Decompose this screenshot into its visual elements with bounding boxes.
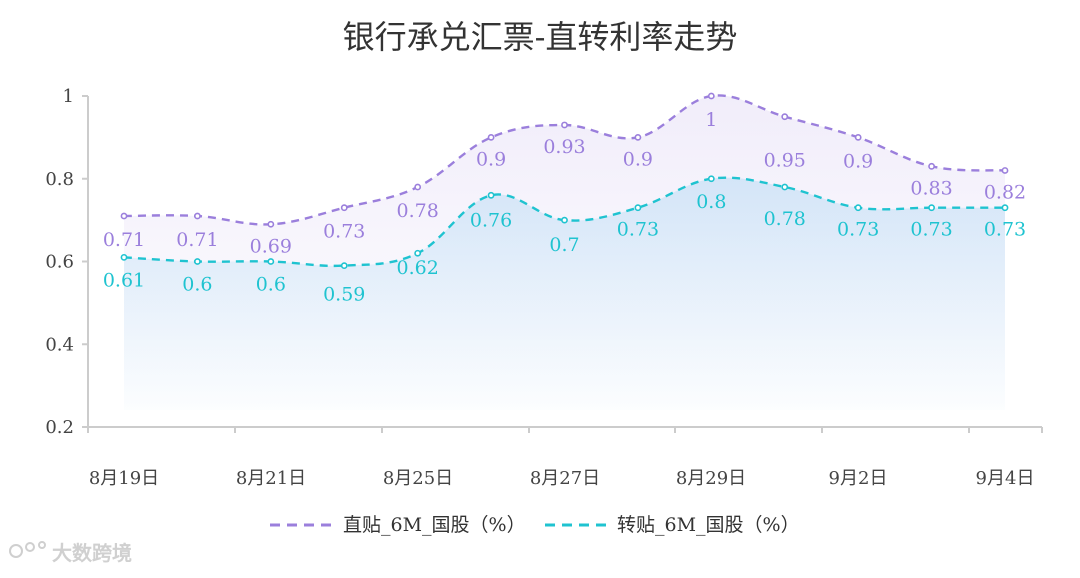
- data-label: 0.69: [250, 235, 292, 257]
- data-point: [267, 220, 275, 228]
- data-point: [781, 183, 789, 191]
- y-tick-label: 1: [63, 86, 74, 107]
- data-point: [414, 249, 422, 257]
- series-area-2: [124, 177, 1005, 410]
- x-tick-label: 8月29日: [676, 468, 746, 489]
- data-label: 0.9: [476, 148, 506, 170]
- watermark-logo-icon: [9, 541, 46, 558]
- data-point: [340, 262, 348, 270]
- y-tick-label: 0.6: [45, 252, 74, 273]
- data-label: 0.59: [323, 284, 365, 306]
- data-point: [487, 133, 495, 141]
- data-label: 0.76: [470, 209, 512, 231]
- data-point: [854, 204, 862, 212]
- data-label: 0.73: [617, 219, 659, 241]
- x-tick-label: 9月4日: [976, 468, 1035, 489]
- data-point: [781, 113, 789, 121]
- data-point: [707, 175, 715, 183]
- data-label: 0.8: [696, 191, 726, 213]
- data-label: 0.62: [397, 257, 439, 279]
- data-label: 0.73: [984, 219, 1026, 241]
- data-point: [487, 191, 495, 199]
- data-point: [120, 212, 128, 220]
- data-label: 0.6: [182, 274, 212, 296]
- data-point: [1001, 204, 1009, 212]
- x-tick-label: 8月19日: [89, 468, 159, 489]
- data-label: 0.9: [623, 148, 653, 170]
- data-point: [120, 253, 128, 261]
- data-label: 0.71: [176, 229, 218, 251]
- data-point: [634, 133, 642, 141]
- data-point: [928, 162, 935, 170]
- data-point: [561, 121, 568, 129]
- y-tick-label: 0.4: [45, 334, 74, 355]
- data-label: 0.6: [256, 274, 286, 296]
- chart-title: 银行承兑汇票-直转利率走势: [343, 18, 738, 56]
- legend-item: 直贴_6M_国股（%）: [270, 514, 526, 536]
- data-label: 0.95: [764, 150, 806, 172]
- data-point: [414, 183, 422, 191]
- legend: 直贴_6M_国股（%） 转贴_6M_国股（%）: [270, 514, 800, 536]
- data-label: 0.83: [910, 177, 952, 199]
- x-tick-label: 8月21日: [236, 468, 306, 489]
- data-point: [340, 204, 348, 212]
- data-label: 0.7: [549, 234, 579, 256]
- data-label: 0.73: [837, 219, 879, 241]
- data-point: [854, 133, 862, 141]
- series-points: [120, 92, 1009, 270]
- legend-label: 转贴_6M_国股（%）: [617, 514, 800, 536]
- data-point: [194, 258, 201, 265]
- data-label: 0.9: [843, 150, 873, 172]
- data-point: [1001, 167, 1009, 174]
- data-point: [707, 92, 715, 100]
- data-label: 0.93: [543, 136, 585, 158]
- series-areas: [124, 95, 1005, 410]
- data-point: [561, 216, 568, 224]
- axes: 0.2 0.4 0.6 0.8 1 8月19日 8月21日 8月25日 8月27日 8月29日 9月…: [45, 86, 1043, 489]
- data-label: 1: [705, 109, 717, 131]
- data-point: [634, 204, 642, 212]
- data-labels: 0.71 0.71 0.69 0.73 0.78 0.9 0.93 0.9 1 0.95 0.9 0.…: [103, 109, 1026, 306]
- legend-label: 直贴_6M_国股（%）: [343, 514, 526, 536]
- data-point: [928, 204, 935, 212]
- x-tick-label: 9月2日: [829, 468, 888, 489]
- data-label: 0.61: [103, 269, 145, 291]
- data-label: 0.82: [984, 181, 1026, 203]
- data-label: 0.78: [764, 208, 806, 230]
- legend-item: 转贴_6M_国股（%）: [545, 514, 800, 536]
- data-label: 0.71: [103, 229, 145, 251]
- data-point: [267, 258, 275, 265]
- data-point: [194, 212, 201, 220]
- x-tick-label: 8月27日: [530, 468, 600, 489]
- data-label: 0.78: [397, 200, 439, 222]
- data-label: 0.73: [910, 219, 952, 241]
- x-tick-label: 8月25日: [383, 468, 453, 489]
- watermark-text: 大数跨境: [52, 541, 132, 565]
- y-tick-label: 0.2: [45, 417, 74, 438]
- data-label: 0.73: [323, 221, 365, 243]
- y-tick-label: 0.8: [45, 169, 74, 190]
- watermark: 大数跨境: [9, 541, 132, 565]
